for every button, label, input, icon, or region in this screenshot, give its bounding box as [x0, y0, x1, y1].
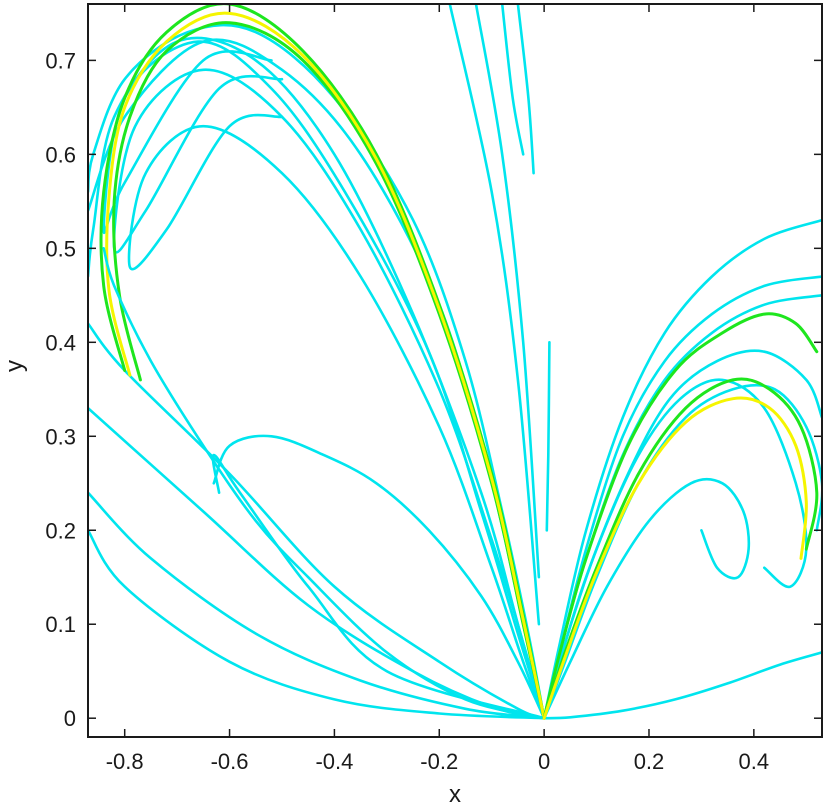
x-tick-label: -0.6 [211, 749, 249, 774]
series-line-cyan-6 [127, 113, 546, 720]
plot-background [88, 4, 822, 737]
series-line-green-29 [542, 312, 819, 720]
series-line-cyan-16 [500, 4, 525, 156]
series-line-cyan-17 [516, 4, 535, 175]
x-tick-label: -0.4 [315, 749, 353, 774]
x-tick-label: 0.4 [739, 749, 770, 774]
series-line-cyan-18 [474, 4, 541, 579]
y-tick-label: 0.1 [45, 612, 76, 637]
series-line-cyan-24 [542, 218, 822, 720]
y-axis-label: y [1, 360, 28, 372]
series-line-cyan-27 [542, 349, 822, 720]
series-layer [88, 4, 822, 720]
series-line-cyan-22 [542, 477, 751, 720]
x-tick-label: 0 [538, 749, 550, 774]
series-line-cyan-3 [88, 322, 546, 720]
series-line-yellow-31 [542, 396, 808, 720]
x-tick-label: -0.2 [420, 749, 458, 774]
y-tick-label: 0.6 [45, 142, 76, 167]
x-tick-label: -0.8 [106, 749, 144, 774]
series-line-cyan-4 [211, 453, 546, 720]
y-tick-label: 0.3 [45, 424, 76, 449]
series-line-cyan-20 [545, 341, 551, 532]
x-axis-label: x [449, 781, 461, 806]
series-line-cyan-8 [102, 40, 546, 720]
series-line-cyan-28 [542, 383, 822, 720]
series-line-cyan-0 [88, 529, 546, 720]
series-line-cyan-19 [448, 4, 541, 626]
y-tick-label: 0.4 [45, 330, 76, 355]
series-line-green-30 [542, 377, 819, 720]
series-line-yellow-14 [105, 11, 546, 720]
tick-layer: -0.8 -0.6 -0.4 -0.2 0 0.2 0.4 0 0.1 0.2 0.3 0.4 0.5 0… [45, 4, 822, 774]
series-line-cyan-15 [102, 247, 546, 720]
series-line-cyan-5 [212, 434, 546, 720]
x-tick-label: 0.2 [634, 749, 665, 774]
series-line-cyan-7 [112, 68, 546, 720]
series-line-cyan-9 [88, 36, 546, 720]
series-line-cyan-1 [88, 491, 546, 720]
y-tick-label: 0 [64, 706, 76, 731]
plot-frame [87, 3, 823, 738]
y-tick-label: 0.2 [45, 518, 76, 543]
y-tick-label: 0.5 [45, 236, 76, 261]
y-tick-label: 0.7 [45, 48, 76, 73]
series-line-cyan-21 [542, 651, 822, 720]
